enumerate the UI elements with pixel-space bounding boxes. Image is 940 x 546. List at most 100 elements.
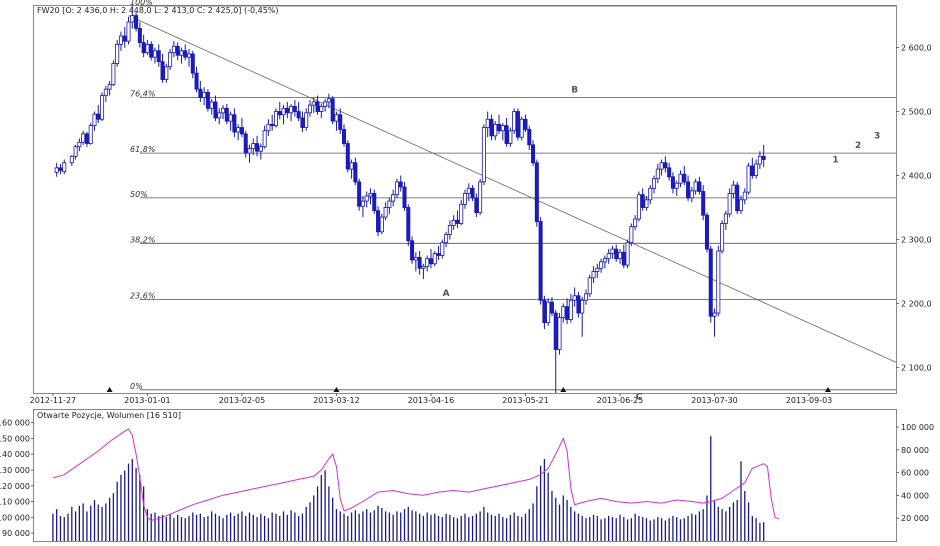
candle-up: [69, 155, 74, 164]
candle-down: [406, 207, 411, 242]
candle-down: [342, 129, 347, 144]
candle-up: [115, 43, 120, 64]
candle-down: [96, 113, 101, 120]
volume-bars: [52, 436, 765, 541]
fib-label: 38,2%: [130, 235, 155, 244]
candle-up: [738, 199, 743, 212]
candle-up: [546, 301, 551, 324]
candle-up: [689, 190, 694, 199]
candle-down: [667, 167, 672, 178]
price-tick-label: 2 300,0: [901, 235, 932, 244]
candle-up: [716, 250, 721, 314]
candle-down: [58, 167, 63, 171]
volume-tick-label: 20 000: [901, 514, 929, 523]
volume-tick-label: 60 000: [901, 469, 929, 478]
candle-up: [629, 226, 634, 244]
candle-down: [436, 253, 441, 256]
candle-down: [134, 15, 139, 29]
candle-down: [270, 123, 275, 127]
candle-down: [527, 129, 532, 146]
candle-down: [239, 127, 244, 135]
candle-down: [697, 181, 702, 192]
candle-up: [451, 219, 456, 226]
date-marker-triangle: [824, 387, 831, 392]
fib-label: 76,4%: [130, 89, 155, 98]
candle-down: [160, 61, 165, 80]
candle-up: [648, 187, 653, 201]
price-tick-label: 2 400,0: [901, 172, 932, 181]
open-interest-tick-label: 120 000: [0, 482, 30, 491]
candle-up: [387, 200, 392, 208]
candle-up: [54, 167, 59, 173]
candle-down: [213, 101, 218, 119]
candle-down: [376, 210, 381, 233]
candle-down: [137, 27, 142, 43]
candle-down: [576, 295, 581, 314]
candle-down: [504, 125, 509, 144]
volume-tick-label: 40 000: [901, 491, 929, 500]
candle-up: [595, 267, 600, 272]
date-marker-triangle: [560, 387, 567, 392]
candle-down: [398, 181, 403, 188]
candle-down: [549, 301, 554, 314]
wave-label: 2: [855, 141, 861, 151]
candle-up: [130, 15, 135, 23]
candle-up: [606, 253, 611, 260]
open-interest-path: [52, 428, 779, 522]
candle-up: [481, 127, 486, 183]
open-interest-tick-label: 110 000: [0, 498, 30, 507]
candle-up: [152, 50, 157, 58]
candle-down: [750, 165, 755, 176]
price-panel-title: FW20 [O: 2 436,0 H: 2 448,0 L: 2 413,0 C…: [37, 6, 279, 15]
candle-up: [561, 306, 566, 318]
candle-up: [444, 233, 449, 244]
candle-down: [417, 256, 422, 269]
candle-down: [565, 306, 570, 320]
candle-up: [126, 21, 131, 42]
candle-down: [296, 111, 301, 119]
candle-down: [538, 221, 543, 301]
candle-down: [190, 53, 195, 74]
candle-up: [319, 106, 324, 112]
candle-up: [368, 193, 373, 197]
candle-down: [205, 91, 210, 109]
candle-up: [512, 111, 517, 132]
price-axis-ticks: 2 100,0 2 200,0 2 300,0 2 400,0 2 500,0 2 600…: [896, 44, 932, 372]
candle-up: [111, 63, 116, 86]
candle-down: [243, 133, 248, 154]
trendline-segment: [128, 15, 897, 363]
candle-up: [323, 101, 328, 107]
wave-label: 3: [874, 131, 880, 141]
candle-down: [198, 88, 203, 98]
candle-up: [568, 299, 573, 320]
volume-tick-label: 100 000: [901, 423, 934, 432]
wave-label: C: [636, 392, 643, 402]
candle-down: [345, 143, 350, 170]
candle-up: [247, 148, 252, 154]
volume-panel-title: Otwarte Pozycje, Wolumen [16 510]: [37, 411, 181, 420]
open-interest-tick-label: 100 000: [0, 513, 30, 522]
candle-down: [224, 107, 229, 122]
candle-down: [84, 133, 89, 144]
candle-up: [202, 91, 207, 98]
candle-up: [519, 118, 524, 138]
volume-axis-ticks: 20 000 40 000 60 000 80 000 100 000: [896, 423, 934, 523]
candle-down: [122, 35, 127, 42]
candle-up: [103, 88, 108, 96]
candle-up: [602, 258, 607, 263]
candle-down: [330, 98, 335, 122]
candle-up: [273, 111, 278, 127]
candle-up: [281, 107, 286, 116]
candle-down: [357, 181, 362, 207]
candle-down: [300, 117, 305, 128]
candle-down: [141, 42, 146, 54]
candle-down: [621, 251, 626, 266]
wave-label: B: [571, 85, 578, 95]
date-marker-triangle: [333, 387, 340, 392]
candle-up: [462, 193, 467, 205]
trendline: [128, 15, 897, 363]
candle-down: [255, 143, 260, 152]
candle-up: [228, 114, 233, 122]
candle-up: [508, 130, 513, 144]
